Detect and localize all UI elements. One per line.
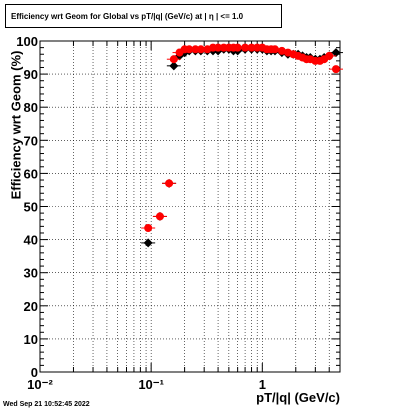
- red-circle-point: [169, 55, 178, 64]
- y-tick-label: 20: [24, 299, 38, 314]
- red-circle-point: [325, 51, 334, 60]
- black-diamond-point: [331, 48, 341, 58]
- red-circle-point: [331, 65, 340, 74]
- black-diamond-point: [143, 238, 153, 248]
- y-tick-label: 40: [24, 233, 38, 248]
- y-tick-label: 80: [24, 100, 38, 115]
- y-tick-label: 100: [16, 34, 38, 49]
- y-tick-label: 70: [24, 133, 38, 148]
- y-tick-label: 50: [24, 200, 38, 215]
- red-circle-point: [144, 224, 153, 233]
- x-tick-label: 10⁻²: [27, 377, 53, 392]
- x-tick-label: 1: [259, 377, 266, 392]
- timestamp-footer: Wed Sep 21 10:52:45 2022: [3, 401, 90, 408]
- y-tick-label: 90: [24, 67, 38, 82]
- y-tick-label: 0: [31, 365, 38, 380]
- y-tick-label: 60: [24, 166, 38, 181]
- red-circle-point: [233, 43, 242, 52]
- y-tick-label: 30: [24, 266, 38, 281]
- chart-title: Efficiency wrt Geom for Global vs pT/|q|…: [5, 4, 282, 28]
- x-axis-label: pT/|q| (GeV/c): [256, 390, 340, 405]
- red-circle-point: [270, 45, 279, 54]
- black-diamond-point: [169, 61, 179, 71]
- x-tick-label: 10⁻¹: [138, 377, 164, 392]
- red-circle-point: [155, 212, 164, 221]
- y-tick-label: 10: [24, 332, 38, 347]
- red-circle-point: [165, 179, 174, 188]
